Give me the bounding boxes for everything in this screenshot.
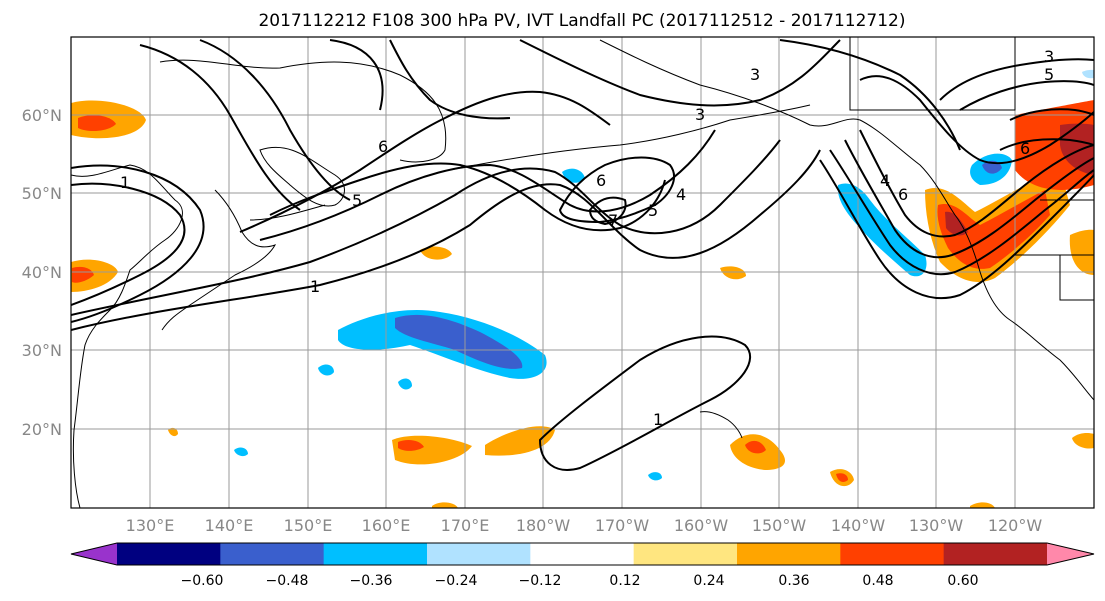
colorbar-segment	[323, 543, 428, 565]
longitude-labels: 130°E 140°E 150°E 160°E 170°E 180°W 170°…	[126, 516, 1043, 535]
latitude-labels: 60°N 50°N 40°N 30°N 20°N	[22, 106, 62, 439]
coast-kuril	[249, 204, 326, 221]
lon-label: 180°W	[516, 516, 571, 535]
contour-label: 1	[120, 173, 130, 192]
positive-anomaly-bottom-1	[432, 502, 458, 508]
negative-anomaly-small-2	[398, 378, 412, 390]
colorbar-segments	[71, 543, 1094, 565]
positive-anomaly-kamchatka-core	[78, 115, 116, 132]
lon-label: 160°W	[674, 516, 729, 535]
colorbar-ticks: −0.60 −0.48 −0.36 −0.24 −0.12 0.12 0.24 …	[181, 573, 979, 589]
lat-label: 40°N	[22, 263, 62, 282]
colorbar-tick: 0.60	[947, 573, 978, 589]
contour-label: 3	[695, 105, 705, 124]
colorbar: −0.60 −0.48 −0.36 −0.24 −0.12 0.12 0.24 …	[70, 542, 1095, 589]
colorbar-tick: 0.24	[693, 573, 724, 589]
colorbar-extend-high	[1047, 543, 1094, 565]
negative-anomaly-gulf	[837, 183, 927, 277]
lon-label: 150°E	[284, 516, 333, 535]
lat-label: 60°N	[22, 106, 62, 125]
contour-label: 5	[352, 191, 362, 210]
positive-anomaly-far-east	[1069, 229, 1094, 275]
contour-label: 4	[880, 171, 890, 190]
colorbar-tick: −0.24	[435, 573, 478, 589]
contour-label: 6	[898, 185, 908, 204]
lon-label: 130°W	[909, 516, 964, 535]
lat-label: 20°N	[22, 420, 62, 439]
contour-label: 1	[653, 410, 663, 429]
positive-anomaly-west-coast-dark	[945, 211, 968, 236]
graticule	[71, 37, 1094, 508]
contour-label: 6	[596, 171, 606, 190]
negative-anomaly-small-1	[318, 364, 334, 376]
contour-label: 3	[1044, 47, 1054, 66]
lat-label: 30°N	[22, 341, 62, 360]
positive-anomaly-small-1	[420, 246, 452, 260]
contour-label: 6	[378, 137, 388, 156]
positive-anomaly-south-2	[485, 426, 555, 456]
colorbar-segment	[737, 543, 841, 565]
positive-anomaly-bottom-2	[970, 502, 995, 508]
lon-label: 150°W	[752, 516, 807, 535]
lon-label: 170°E	[441, 516, 490, 535]
border-states-2	[1059, 255, 1094, 301]
colorbar-tick: −0.12	[519, 573, 562, 589]
lon-label: 170°W	[595, 516, 650, 535]
contour-label: 1	[310, 277, 320, 296]
positive-anomaly-south-4-core	[836, 473, 848, 482]
positive-anomaly-south-5	[1072, 433, 1094, 449]
contour-label: 4	[676, 185, 686, 204]
map-title: 2017112212 F108 300 hPa PV, IVT Landfall…	[258, 11, 905, 31]
negative-anomaly-pacific-core	[395, 314, 523, 369]
negative-anomaly-small-3	[234, 447, 248, 457]
positive-anomaly-south-1-core	[398, 439, 424, 451]
contour-label: 5	[1044, 65, 1054, 84]
contour-label: 6	[1020, 139, 1030, 158]
coast-alaska	[599, 39, 1094, 401]
lon-label: 140°E	[205, 516, 254, 535]
contour-label: 3	[750, 65, 760, 84]
positive-anomaly-south-3-core	[745, 440, 766, 454]
negative-anomaly-small-5	[1082, 69, 1094, 79]
coast-siberia	[159, 59, 447, 163]
border-region-box	[849, 37, 1016, 111]
colorbar-tick: 0.48	[862, 573, 893, 589]
colorbar-tick: 0.36	[778, 573, 809, 589]
lon-label: 160°E	[362, 516, 411, 535]
lon-label: 140°W	[831, 516, 886, 535]
colorbar-segment	[220, 543, 325, 565]
lon-label: 120°W	[988, 516, 1043, 535]
colorbar-tick: 0.12	[609, 573, 640, 589]
colorbar-extend-low	[71, 543, 117, 565]
colorbar-tick: −0.36	[350, 573, 393, 589]
colorbar-tick: −0.48	[266, 573, 309, 589]
contour-label: 5	[648, 201, 658, 220]
contour-labels: 1 1 1 6 5 6 5 4 7 3 3 3 4 6 5 6	[120, 47, 1054, 429]
colorbar-segment	[633, 543, 738, 565]
colorbar-segment	[427, 543, 531, 565]
colorbar-segment	[943, 543, 1048, 565]
lat-label: 50°N	[22, 184, 62, 203]
colorbar-outline	[70, 542, 1095, 566]
map-border	[70, 36, 1095, 509]
positive-anomaly-small-3	[168, 427, 178, 437]
positive-anomaly-canada	[1015, 100, 1094, 190]
lon-label: 130°E	[126, 516, 175, 535]
coast-hawaii	[699, 411, 743, 439]
positive-anomaly-small-2	[720, 266, 746, 280]
colorbar-tick: −0.60	[181, 573, 224, 589]
colorbar-segment	[117, 543, 221, 565]
positive-anomaly-korea-core	[72, 266, 94, 283]
colorbar-segment	[840, 543, 945, 565]
pv-contours	[71, 39, 1094, 471]
coast-aleutians	[449, 104, 811, 171]
negative-anomaly-small-4	[648, 472, 662, 481]
contour-label: 7	[608, 211, 618, 230]
colorbar-segment	[530, 543, 635, 565]
